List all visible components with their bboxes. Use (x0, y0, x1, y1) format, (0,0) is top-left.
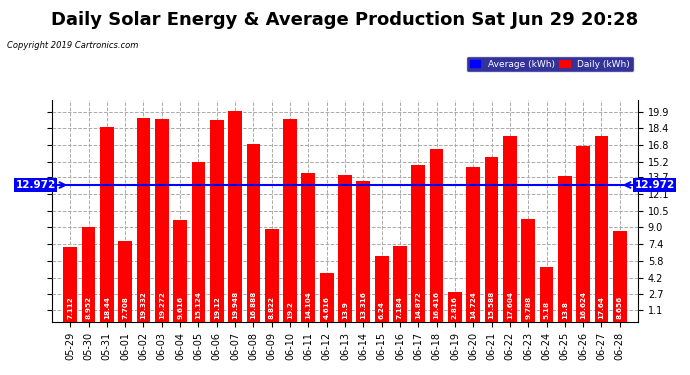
Text: 15.124: 15.124 (195, 291, 201, 319)
Bar (338, 175, 352, 322)
Text: 19.12: 19.12 (214, 296, 220, 319)
Bar (81, 228, 95, 322)
Bar (210, 120, 224, 322)
Text: 7.184: 7.184 (397, 296, 403, 319)
Text: 8.656: 8.656 (617, 296, 623, 319)
Text: 13.316: 13.316 (360, 291, 366, 319)
Text: 8.822: 8.822 (268, 296, 275, 319)
Text: 13.8: 13.8 (562, 301, 568, 319)
Text: 7.708: 7.708 (122, 296, 128, 319)
Bar (63, 247, 77, 322)
Text: 14.872: 14.872 (415, 291, 422, 319)
Text: 9.788: 9.788 (525, 296, 531, 319)
Bar (228, 111, 242, 322)
Bar (100, 127, 114, 322)
Text: 13.9: 13.9 (342, 301, 348, 319)
Bar (375, 256, 388, 322)
Text: 16.624: 16.624 (580, 291, 586, 319)
Text: Copyright 2019 Cartronics.com: Copyright 2019 Cartronics.com (7, 41, 138, 50)
Text: 17.64: 17.64 (598, 296, 604, 319)
Bar (393, 246, 407, 322)
Text: 14.724: 14.724 (470, 291, 476, 319)
Legend: Average (kWh), Daily (kWh): Average (kWh), Daily (kWh) (466, 56, 633, 72)
Text: Daily Solar Energy & Average Production Sat Jun 29 20:28: Daily Solar Energy & Average Production … (51, 11, 639, 29)
Text: 19.948: 19.948 (232, 291, 238, 319)
Bar (411, 165, 425, 322)
Text: 5.18: 5.18 (544, 301, 549, 319)
Text: 9.616: 9.616 (177, 296, 183, 319)
Bar (265, 229, 279, 322)
Text: 7.112: 7.112 (67, 296, 73, 319)
Bar (613, 231, 627, 322)
Bar (137, 118, 150, 322)
Bar (283, 119, 297, 322)
Text: 16.416: 16.416 (433, 291, 440, 319)
Bar (155, 118, 168, 322)
Bar (430, 148, 444, 322)
Bar (118, 241, 132, 322)
Text: 12.972: 12.972 (634, 180, 675, 190)
Text: 8.952: 8.952 (86, 296, 92, 319)
Bar (540, 267, 553, 322)
Bar (357, 182, 371, 322)
Bar (173, 220, 187, 322)
Bar (484, 158, 498, 322)
Bar (192, 162, 206, 322)
Bar (576, 147, 590, 322)
Text: 19.272: 19.272 (159, 291, 165, 319)
Text: 19.2: 19.2 (287, 301, 293, 319)
Bar (522, 219, 535, 322)
Text: 4.616: 4.616 (324, 296, 330, 319)
Text: 17.604: 17.604 (507, 291, 513, 319)
Bar (595, 136, 609, 322)
Text: 12.972: 12.972 (15, 180, 56, 190)
Bar (448, 292, 462, 322)
Bar (319, 273, 333, 322)
Text: 14.104: 14.104 (306, 291, 311, 319)
Text: 16.888: 16.888 (250, 291, 257, 319)
Bar (466, 166, 480, 322)
Text: 2.816: 2.816 (452, 296, 458, 319)
Bar (558, 176, 572, 322)
Text: 18.44: 18.44 (104, 296, 110, 319)
Bar (503, 136, 517, 322)
Bar (302, 173, 315, 322)
Bar (246, 144, 260, 322)
Text: 15.588: 15.588 (489, 291, 495, 319)
Text: 6.24: 6.24 (379, 301, 384, 319)
Text: 19.332: 19.332 (141, 291, 146, 319)
